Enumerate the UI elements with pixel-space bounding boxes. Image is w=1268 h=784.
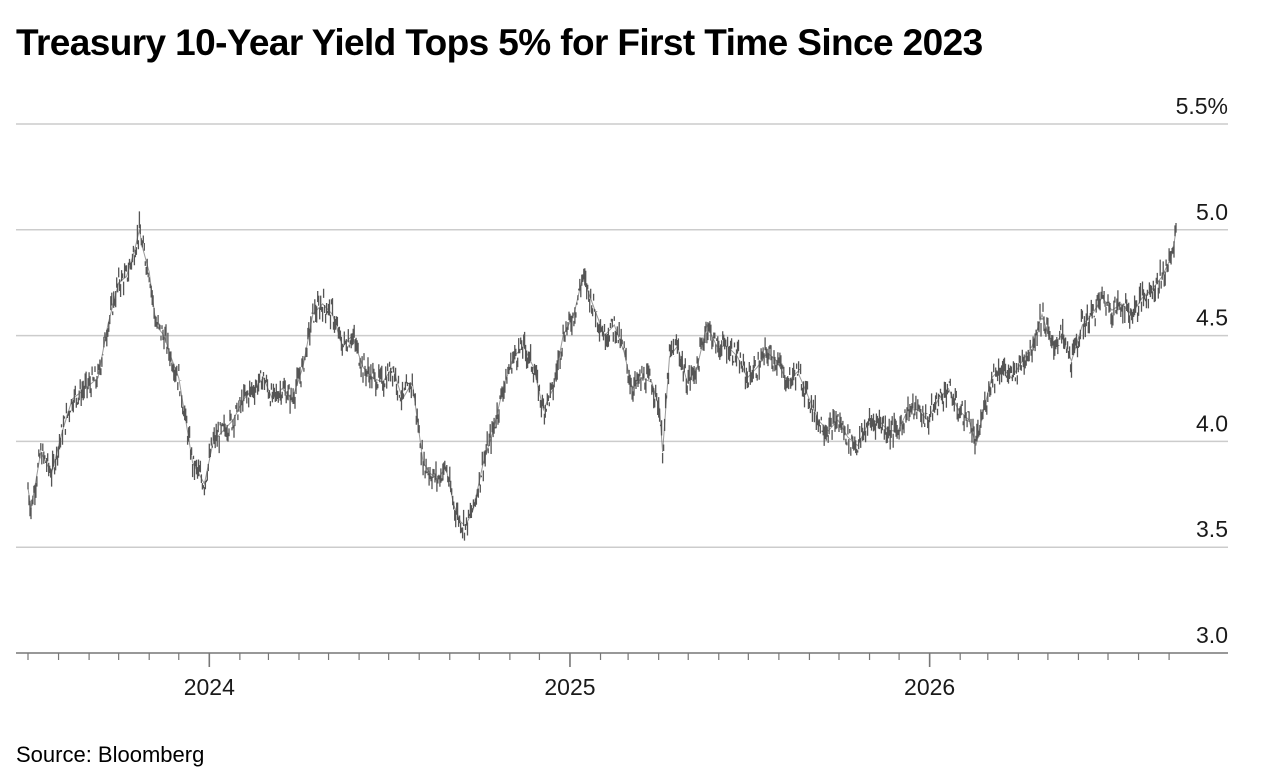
y-tick-label: 5.5%: [1176, 93, 1228, 119]
y-tick-label: 3.0: [1196, 622, 1228, 648]
series-yield: [27, 211, 1177, 541]
x-axis-ticks: [27, 653, 1170, 667]
series-line: [27, 229, 1177, 527]
gridlines: [16, 123, 1228, 548]
y-tick-label: 3.5: [1196, 516, 1228, 542]
series-bars: [27, 211, 1177, 541]
x-tick-label: 2026: [904, 674, 955, 700]
y-tick-label: 4.5: [1196, 305, 1228, 331]
y-axis-labels: 5.5% 5.0 4.5 4.0 3.5 3.0: [1176, 93, 1228, 648]
source-note: Source: Bloomberg: [16, 742, 205, 767]
y-tick-label: 5.0: [1196, 199, 1228, 225]
x-axis-labels: 2024 2025 2026: [184, 674, 956, 700]
x-tick-label: 2024: [184, 674, 235, 700]
y-tick-label: 4.0: [1196, 410, 1228, 436]
x-tick-label: 2025: [544, 674, 595, 700]
chart-title: Treasury 10-Year Yield Tops 5% for First…: [16, 22, 983, 63]
